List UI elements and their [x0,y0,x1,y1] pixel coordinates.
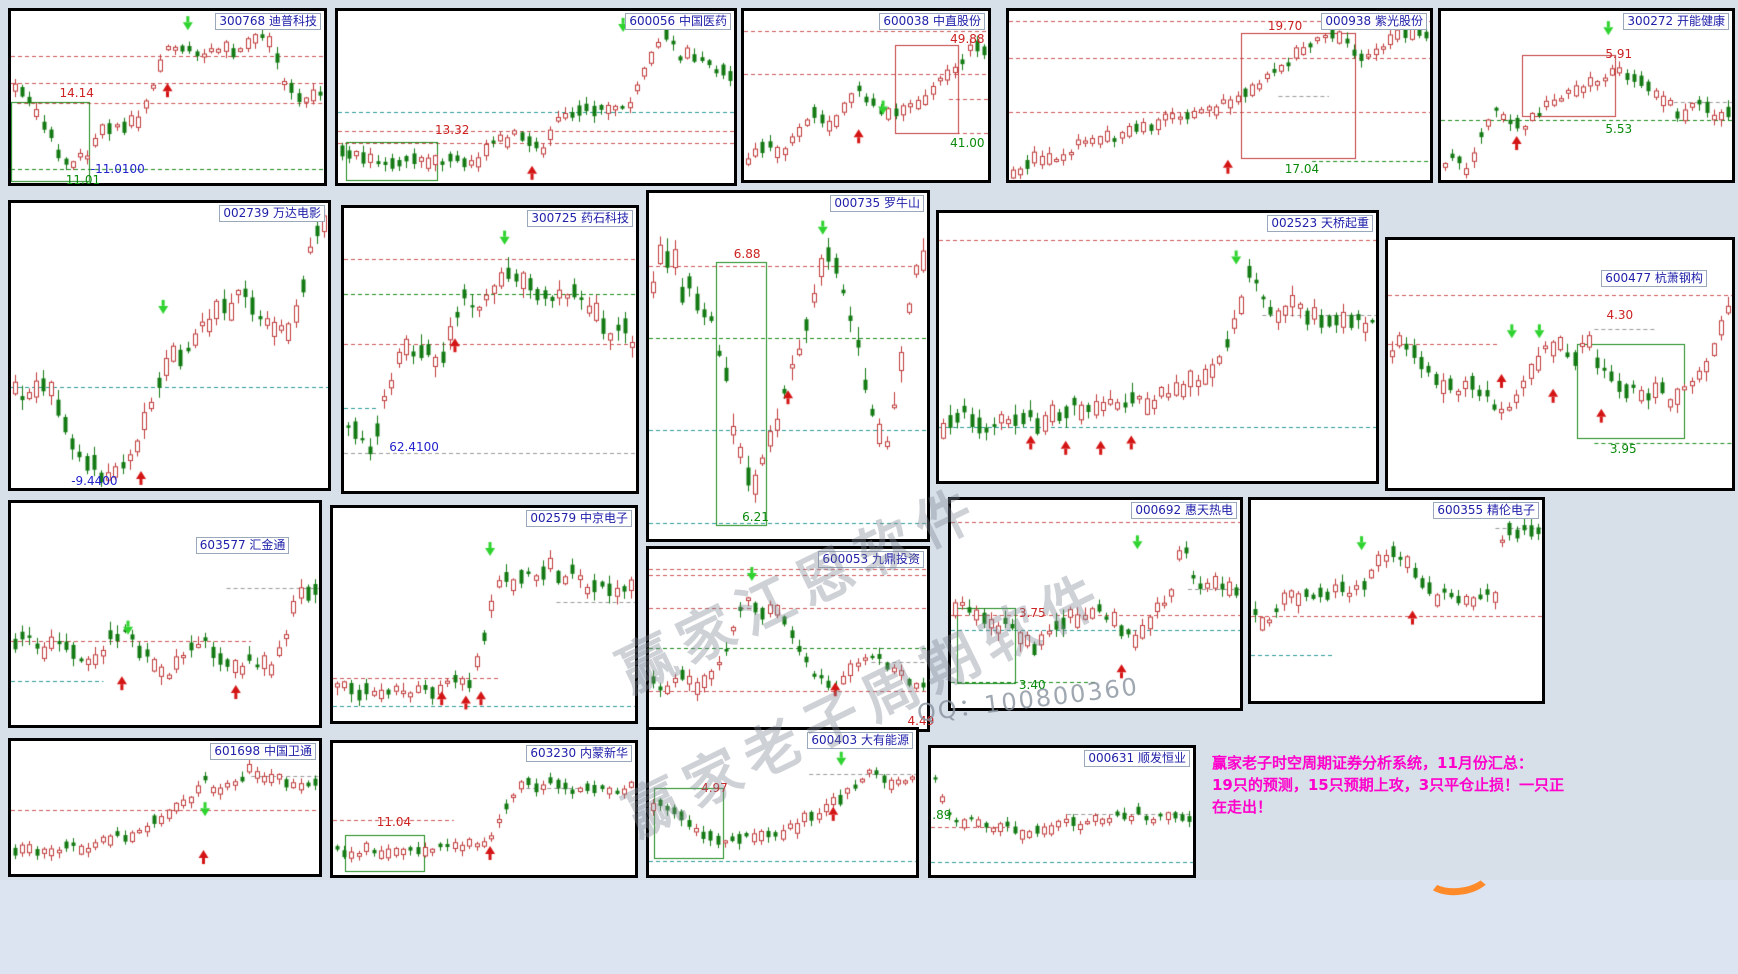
chart-window-000692[interactable]: 000692 惠天热电 3.75 3.40 [948,497,1243,711]
candlestick-canvas-600355 [1251,500,1542,701]
stock-title-600355: 600355 精伦电子 [1433,502,1539,519]
chart-window-000735[interactable]: 000735 罗牛山 6.88 6.21 [646,190,930,542]
price-annotation-000692-0: 3.75 [1018,606,1046,621]
candlestick-canvas-600053 [649,549,927,729]
price-annotation-000938-0: 19.70 [1267,19,1303,34]
chart-window-600403[interactable]: 600403 大有能源 4.97 [646,727,919,878]
candlestick-canvas-603577 [11,503,319,725]
stock-title-600403: 600403 大有能源 [807,732,913,749]
candlestick-canvas-300725 [344,208,636,491]
price-annotation-600477-0: 4.30 [1606,308,1634,323]
chart-window-300725[interactable]: 300725 药石科技 62.4100 [341,205,639,494]
price-annotation-600056-0: 13.32 [435,122,470,137]
chart-window-600477[interactable]: 600477 杭萧钢构 4.30 3.95 [1385,237,1735,491]
chart-window-000631[interactable]: 000631 顺发恒业 .89 [928,745,1196,878]
chart-window-002523[interactable]: 002523 天桥起重 [936,210,1379,484]
price-annotation-600053-0: 4.49 [907,713,935,728]
stock-title-601698: 601698 中国卫通 [210,743,316,760]
summary-note-line-3: 在走出！ [1212,798,1273,816]
candlestick-canvas-002579 [333,508,635,721]
chart-window-600053[interactable]: 600053 九鼎投资 4.49 [646,546,934,732]
stock-title-603577: 603577 汇金通 [195,537,290,555]
stock-title-300272: 300272 开能健康 [1623,13,1729,30]
price-annotation-000735-1: 6.21 [742,510,769,525]
candlestick-canvas-000692 [951,500,1240,708]
price-annotation-300725-0: 62.4100 [389,440,439,455]
candlestick-canvas-601698 [11,741,319,874]
price-annotation-300768-1: -11.0100 [90,162,145,177]
workspace-bottom-strip [0,880,1738,974]
stock-title-600477: 600477 杭萧钢构 [1601,269,1707,287]
chart-window-603230[interactable]: 603230 内蒙新华 11.04 [330,740,638,878]
price-annotation-300768-2: 11.01 [65,172,101,187]
chart-window-600355[interactable]: 600355 精伦电子 [1248,497,1545,704]
chart-window-600056[interactable]: 600056 中国医药 13.32 [335,8,737,186]
candlestick-canvas-300768 [11,11,324,183]
stock-title-603230: 603230 内蒙新华 [526,745,632,762]
candlestick-canvas-000938 [1009,11,1430,180]
candlestick-canvas-002739 [11,203,328,488]
stock-title-300768: 300768 迪普科技 [215,13,321,30]
chart-window-300272[interactable]: 300272 开能健康 5.91 5.53 [1438,8,1735,183]
summary-note-line-2: 19只的预测，15只预期上攻，3只平仓止损！一只正 [1212,776,1565,794]
summary-note: 赢家老子时空周期证券分析系统，11月份汇总： 19只的预测，15只预期上攻，3只… [1212,752,1565,818]
price-annotation-600477-1: 3.95 [1609,442,1637,457]
chart-window-002739[interactable]: 002739 万达电影 -9.4400 [8,200,331,491]
chart-window-002579[interactable]: 002579 中京电子 [330,505,638,724]
price-annotation-000631-0: .89 [932,807,952,822]
price-annotation-300272-1: 5.53 [1605,121,1633,136]
stock-title-000692: 000692 惠天热电 [1131,502,1237,519]
chart-window-601698[interactable]: 601698 中国卫通 [8,738,322,877]
stock-title-002523: 002523 天桥起重 [1267,215,1373,232]
stock-title-600053: 600053 九鼎投资 [818,551,924,568]
candlestick-canvas-000735 [649,193,927,539]
chart-window-603577[interactable]: 603577 汇金通 [8,500,322,728]
chart-window-000938[interactable]: 000938 紫光股份 19.70 17.04 [1006,8,1433,183]
stock-title-000938: 000938 紫光股份 [1321,13,1427,30]
price-annotation-600403-0: 4.97 [701,781,728,796]
chart-window-600038[interactable]: 600038 中直股份 49.88 41.00 [741,8,991,183]
stock-title-600056: 600056 中国医药 [625,13,731,30]
stock-title-000631: 000631 顺发恒业 [1084,750,1190,767]
stock-title-002579: 002579 中京电子 [526,510,632,527]
price-annotation-300768-0: 14.14 [59,85,94,100]
stock-title-300725: 300725 药石科技 [527,210,633,227]
candlestick-canvas-600056 [338,11,734,183]
chart-window-300768[interactable]: 300768 迪普科技 14.14 -11.0100 11.01 [8,8,327,186]
price-annotation-000938-1: 17.04 [1284,162,1320,177]
price-annotation-002739-0: -9.4400 [71,474,118,489]
candlestick-canvas-603230 [333,743,635,875]
candlestick-canvas-600403 [649,730,916,875]
price-annotation-000692-1: 3.40 [1018,677,1046,692]
summary-note-line-1: 赢家老子时空周期证券分析系统，11月份汇总： [1212,754,1533,772]
price-annotation-600038-0: 49.88 [950,31,985,46]
price-annotation-000735-0: 6.88 [733,247,761,262]
price-annotation-600038-1: 41.00 [950,135,985,150]
candlestick-canvas-300272 [1441,11,1732,180]
candlestick-canvas-000631 [931,748,1193,875]
stock-title-000735: 000735 罗牛山 [830,195,924,212]
candlestick-canvas-600038 [744,11,988,180]
stock-title-600038: 600038 中直股份 [879,13,985,30]
candlestick-canvas-002523 [939,213,1376,481]
price-annotation-603230-0: 11.04 [376,815,412,830]
price-annotation-300272-0: 5.91 [1605,47,1633,62]
stock-title-002739: 002739 万达电影 [219,205,325,222]
